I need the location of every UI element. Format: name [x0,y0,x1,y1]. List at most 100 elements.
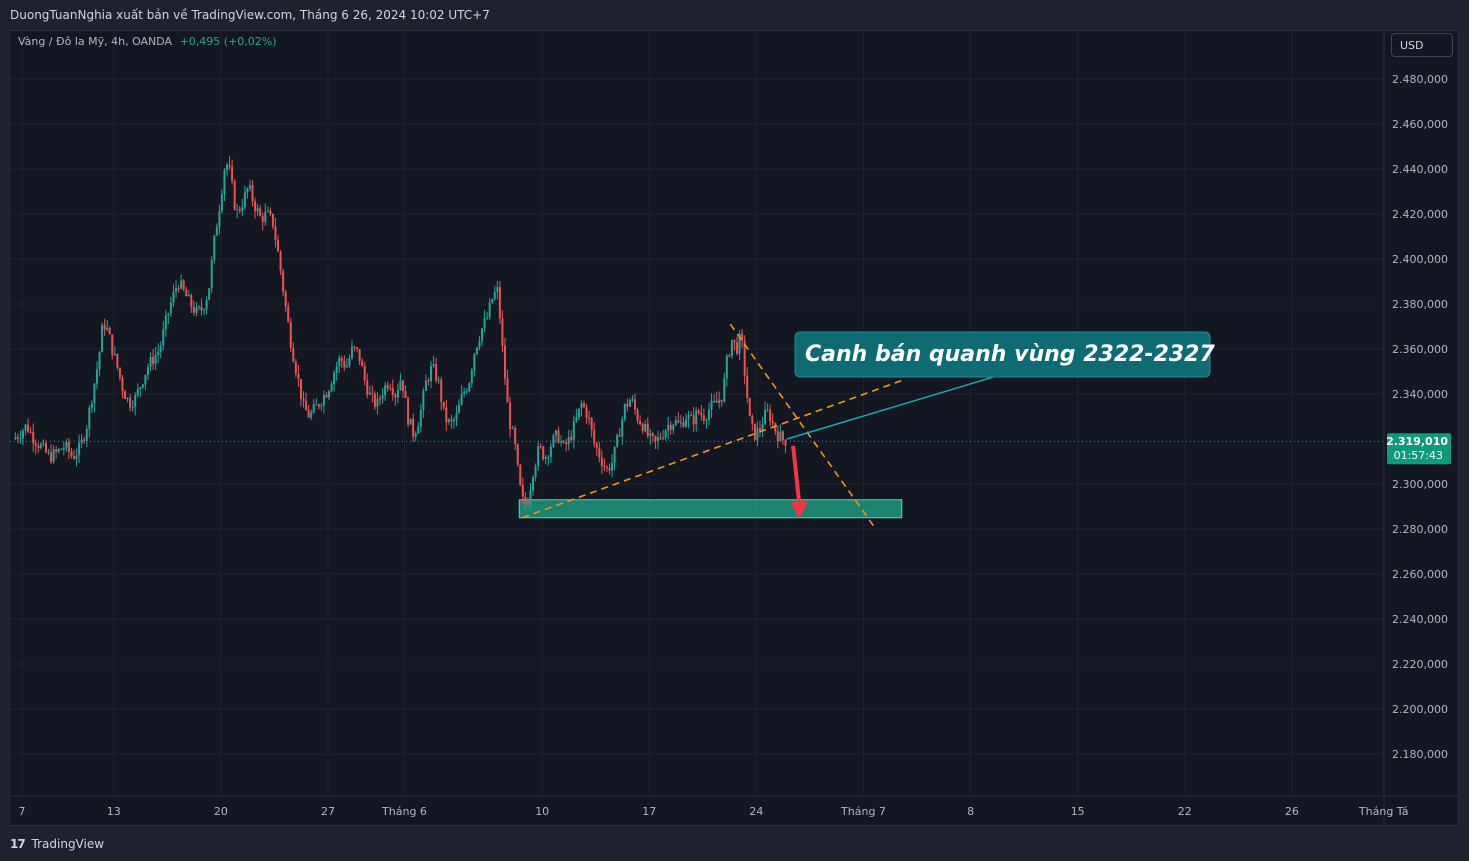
candle-body [62,447,65,450]
candle-body [715,400,718,403]
y-tick-label: 2.260,000 [1392,568,1448,581]
x-tick-label: 13 [107,805,121,818]
candle-body [705,420,708,422]
candle-body [565,442,568,445]
candle-body [307,410,310,418]
candle-body [779,431,782,442]
candle-body [452,419,455,422]
candle-body [320,405,323,407]
candle-body [88,407,91,429]
candle-body [552,435,555,447]
candle-body [287,306,290,323]
candle-body [139,387,142,390]
candle-body [282,270,285,292]
candle-body [702,415,705,421]
candle-body [190,294,193,307]
candle-body [424,380,427,391]
candle-body [39,444,42,448]
candle-body [404,391,407,399]
candle-body [458,404,461,414]
candle-body [266,210,269,212]
candle-body [289,322,292,348]
candle-body [78,442,81,456]
candle-body [664,430,667,438]
candle-body [498,287,501,319]
candle-body [560,441,563,443]
candle-body [172,291,175,303]
candle-body [248,185,251,189]
chart-panel[interactable] [9,30,1459,826]
candle-body [19,438,22,440]
candle-body [210,260,213,289]
candle-body [169,302,172,314]
x-tick-label: Tháng 6 [381,805,427,818]
candle-body [226,164,229,171]
candle-body [208,288,211,300]
candle-body [575,417,578,422]
candle-body [707,410,710,421]
candle-body [598,448,601,458]
candle-body [57,449,60,452]
candle-body [475,347,478,354]
currency-button[interactable]: USD [1391,33,1453,57]
candle-body [106,327,109,330]
candle-body [167,313,170,316]
candle-body [197,306,200,308]
candle-body [784,439,787,446]
candle-body [121,377,124,392]
candle-body [419,410,422,427]
candle-body [134,395,137,408]
candle-body [338,357,341,367]
candle-body [608,468,611,471]
candle-body [376,398,379,407]
candle-body [728,355,731,357]
candle-body [440,379,443,402]
candle-body [333,372,336,385]
candle-body [213,235,216,261]
candle-body [718,399,721,403]
candle-body [409,418,412,425]
candle-body [634,399,637,410]
candle-body [493,291,496,299]
y-tick-label: 2.340,000 [1392,388,1448,401]
candle-body [124,391,127,399]
candle-body [537,446,540,467]
annotations-layer: Canh bán quanh vùng 2322-2327 [10,323,1384,530]
candle-body [532,477,535,491]
candle-body [85,428,88,441]
candle-body [259,208,262,216]
candle-body [417,426,420,434]
candle-body [468,383,471,392]
symbol-legend: Vàng / Đô la Mỹ, 4h, OANDA +0,495 (+0,02… [18,35,277,49]
candle-body [101,325,104,353]
candle-body [662,437,665,439]
candle-body [83,439,86,441]
candle-body [613,446,616,463]
candle-body [725,355,728,379]
candle-body [47,452,50,454]
candle-body [37,445,40,448]
candle-body [463,391,466,394]
candle-body [330,384,333,392]
candle-body [649,433,652,436]
candle-body [44,443,47,453]
y-tick-label: 2.200,000 [1392,703,1448,716]
candle-body [162,329,165,346]
candle-body [356,347,359,349]
candle-body [766,409,769,411]
candle-body [256,208,259,212]
candle-body [345,366,348,368]
candle-body [674,420,677,425]
candle-body [743,340,746,376]
candle-body [340,357,343,361]
x-tick-label: 7 [19,805,26,818]
candle-body [567,436,570,445]
candle-body [136,389,139,396]
x-tick-label: 24 [749,805,763,818]
candle-body [764,409,767,425]
candle-body [218,211,221,227]
candle-body [384,385,387,396]
candle-body [526,503,529,505]
candle-body [55,449,58,452]
